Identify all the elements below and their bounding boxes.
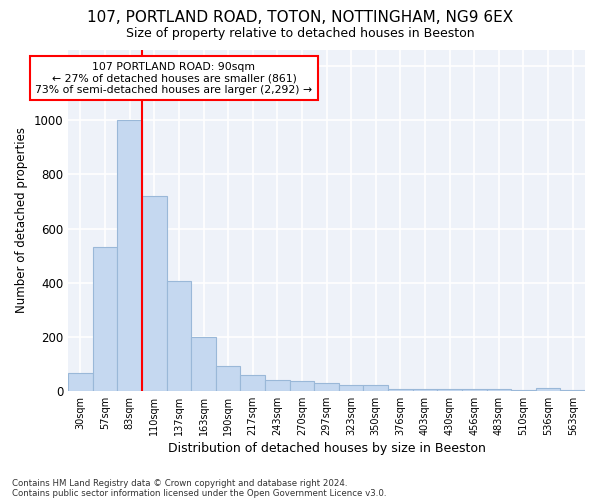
Bar	[142, 196, 167, 391]
Bar	[536, 388, 560, 391]
Bar	[290, 382, 314, 391]
Bar	[388, 390, 413, 391]
Bar	[560, 390, 585, 391]
X-axis label: Distribution of detached houses by size in Beeston: Distribution of detached houses by size …	[167, 442, 485, 455]
Text: Contains HM Land Registry data © Crown copyright and database right 2024.: Contains HM Land Registry data © Crown c…	[12, 478, 347, 488]
Bar	[437, 390, 462, 391]
Bar	[167, 282, 191, 391]
Bar	[191, 338, 216, 391]
Bar	[68, 373, 93, 391]
Bar	[241, 376, 265, 391]
Bar	[487, 390, 511, 391]
Bar	[216, 366, 241, 391]
Bar	[93, 248, 118, 391]
Bar	[511, 390, 536, 391]
Text: Size of property relative to detached houses in Beeston: Size of property relative to detached ho…	[125, 28, 475, 40]
Bar	[339, 386, 364, 391]
Bar	[462, 390, 487, 391]
Text: Contains public sector information licensed under the Open Government Licence v3: Contains public sector information licen…	[12, 488, 386, 498]
Bar	[118, 120, 142, 391]
Bar	[364, 386, 388, 391]
Text: 107, PORTLAND ROAD, TOTON, NOTTINGHAM, NG9 6EX: 107, PORTLAND ROAD, TOTON, NOTTINGHAM, N…	[87, 10, 513, 25]
Bar	[265, 380, 290, 391]
Bar	[413, 390, 437, 391]
Bar	[314, 382, 339, 391]
Y-axis label: Number of detached properties: Number of detached properties	[15, 128, 28, 314]
Text: 107 PORTLAND ROAD: 90sqm
← 27% of detached houses are smaller (861)
73% of semi-: 107 PORTLAND ROAD: 90sqm ← 27% of detach…	[35, 62, 313, 95]
